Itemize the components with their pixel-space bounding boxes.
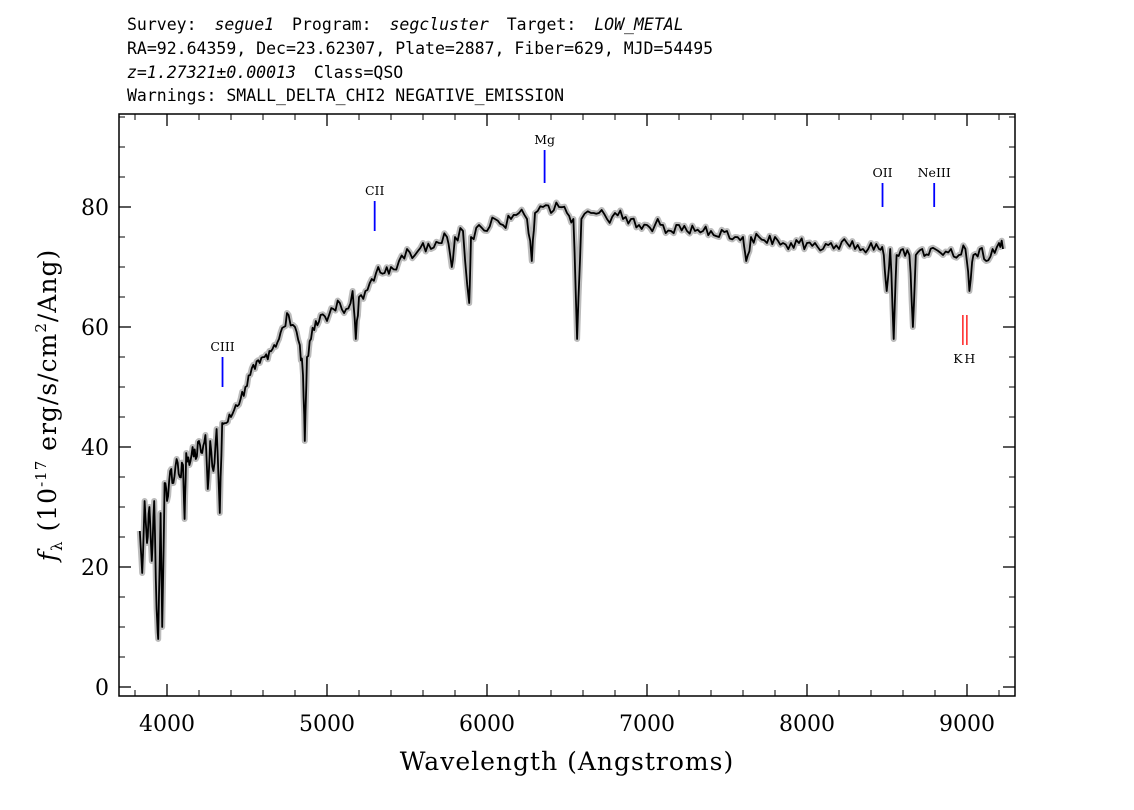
- header-line-2: RA=92.64359, Dec=23.62307, Plate=2887, F…: [127, 39, 713, 58]
- y-tick-label: 80: [81, 196, 109, 221]
- y-tick-labels: 0 20 40 60 80: [81, 196, 109, 701]
- redshift-value: z=1.27321±0.00013: [127, 63, 296, 82]
- marker-label-k: K: [953, 351, 963, 366]
- y-axis-title: fλ (10-17 erg/s/cm2/Ang): [32, 249, 66, 563]
- marker-label-neiii: NeIII: [918, 165, 951, 180]
- x-tick-label: 9000: [939, 712, 995, 737]
- target-label: Target:: [507, 15, 577, 34]
- marker-label-oii: OII: [872, 165, 892, 180]
- spectrum-flux-line: [138, 201, 1004, 640]
- marker-label-h: H: [964, 351, 975, 366]
- x-tick-label: 5000: [299, 712, 355, 737]
- survey-label: Survey:: [127, 15, 197, 34]
- plot-frame: [118, 113, 1016, 697]
- survey-value: segue1: [214, 15, 274, 34]
- x-axis-title: Wavelength (Angstroms): [400, 747, 734, 776]
- y-axis-title-sup2: 2: [32, 322, 50, 333]
- y-axis-title-f: f: [33, 548, 62, 563]
- y-axis-title-sup1: -17: [32, 460, 50, 487]
- y-axis-title-pre: (10: [33, 487, 62, 541]
- spectrum-error-band: [136, 199, 1006, 642]
- header-line-1: Survey: segue1 Program: segcluster Targe…: [127, 15, 684, 34]
- y-axis-title-mid: erg/s/cm: [33, 333, 62, 460]
- axis-ticks: [119, 114, 1015, 696]
- header-line-3: z=1.27321±0.00013 Class=QSO: [127, 63, 403, 82]
- y-tick-label: 20: [81, 556, 109, 581]
- header-line-4: Warnings: SMALL_DELTA_CHI2 NEGATIVE_EMIS…: [127, 86, 564, 105]
- x-tick-label: 4000: [139, 712, 195, 737]
- spectral-line-markers: CIII CII Mg OII NeIII K H: [210, 132, 975, 387]
- class-value: Class=QSO: [314, 63, 403, 82]
- marker-label-mg: Mg: [534, 132, 555, 147]
- x-tick-label: 8000: [779, 712, 835, 737]
- marker-label-ciii: CIII: [210, 339, 234, 354]
- program-label: Program:: [292, 15, 371, 34]
- y-axis-title-sub: λ: [48, 540, 66, 551]
- y-tick-label: 60: [81, 316, 109, 341]
- x-tick-labels: 4000 5000 6000 7000 8000 9000: [139, 712, 995, 737]
- y-axis-title-post: /Ang): [33, 249, 62, 322]
- program-value: segcluster: [389, 15, 488, 34]
- y-tick-label: 40: [81, 436, 109, 461]
- y-tick-label: 0: [95, 676, 109, 701]
- marker-label-cii: CII: [365, 183, 385, 198]
- target-value: LOW_METAL: [594, 15, 683, 34]
- x-tick-label: 6000: [459, 712, 515, 737]
- x-tick-label: 7000: [619, 712, 675, 737]
